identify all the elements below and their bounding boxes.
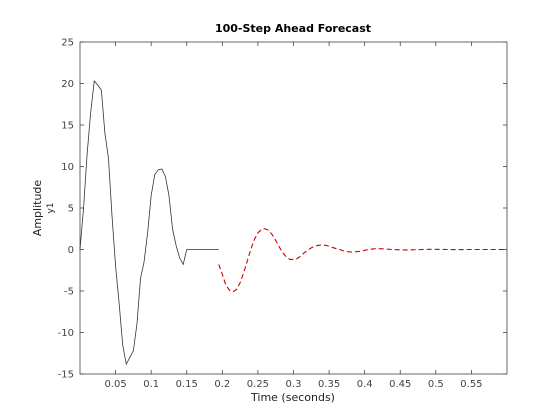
x-tick-label: 0.25 [247,379,269,390]
x-tick-label: 0.15 [176,379,198,390]
x-tick-label: 0.3 [286,379,302,390]
y-axis-sublabel: y1 [46,202,56,213]
x-tick-label: 0.4 [357,379,373,390]
measured-series-line [79,80,219,366]
y-tick-label: 15 [61,121,74,132]
y-axis-label: Amplitude [31,180,44,237]
x-tick-label: 0.05 [104,379,126,390]
x-tick-label: 0.55 [460,379,482,390]
plot-frame [79,41,508,375]
x-tick-label: 0.45 [389,379,411,390]
plot-area: 0.05 0.1 0.15 0.2 0.25 0.3 0.35 0.4 0.45 0.5 0.55 -… [58,38,508,390]
forecast-series-line [218,228,504,293]
x-tick-label: 0.2 [214,379,230,390]
x-tick-label: 0.35 [318,379,340,390]
y-tick-label: -10 [58,328,74,339]
chart-title: 100-Step Ahead Forecast [215,22,371,35]
y-tick-label: -5 [64,287,74,298]
x-axis-label: Time (seconds) [250,391,335,404]
y-tick-label: 0 [68,245,74,256]
y-tick-label: 10 [61,162,74,173]
y-tick-label: 25 [61,38,74,49]
y-tick-label: 20 [61,79,74,90]
y-tick-label: -15 [58,370,74,381]
x-tick-label: 0.5 [428,379,444,390]
x-tick-label: 0.1 [143,379,159,390]
y-tick-label: 5 [68,204,74,215]
